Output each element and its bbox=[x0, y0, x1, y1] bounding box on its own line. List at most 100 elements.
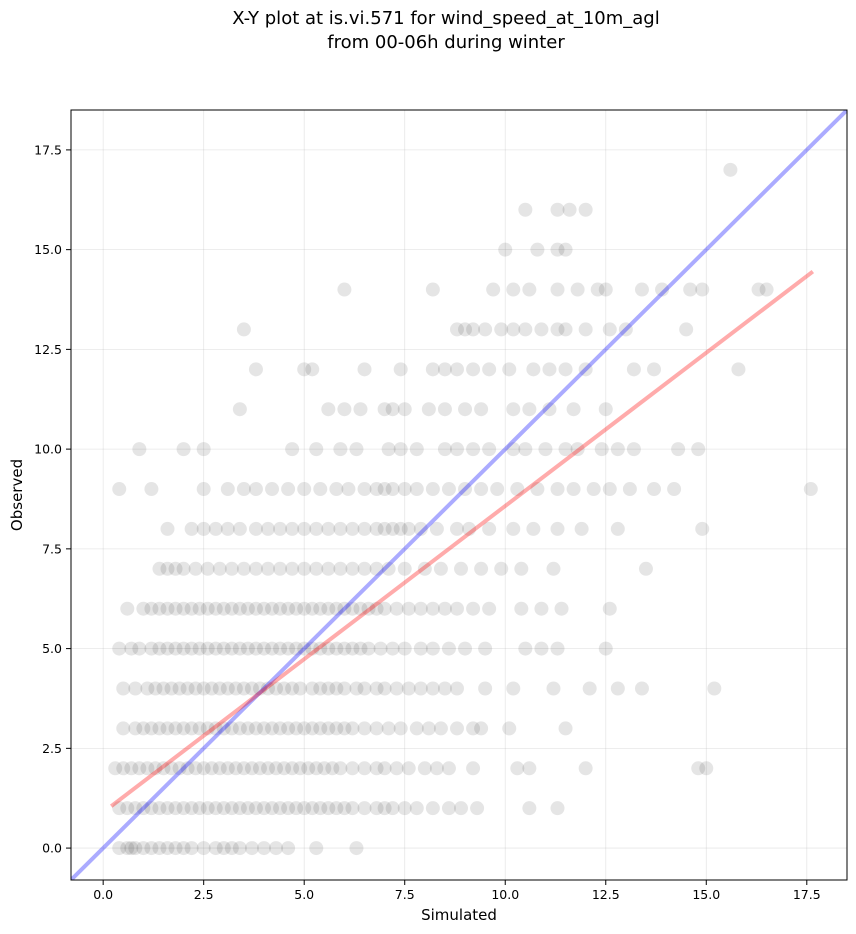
scatter-point bbox=[152, 841, 167, 856]
scatter-point bbox=[401, 681, 416, 696]
scatter-point bbox=[236, 561, 251, 576]
scatter-point bbox=[441, 641, 456, 656]
x-tick-label: 12.5 bbox=[592, 887, 620, 902]
scatter-point bbox=[208, 641, 223, 656]
scatter-point bbox=[144, 601, 159, 616]
scatter-point bbox=[120, 601, 135, 616]
scatter-point bbox=[256, 601, 271, 616]
scatter-point bbox=[148, 681, 163, 696]
scatter-point bbox=[361, 641, 376, 656]
scatter-point bbox=[514, 601, 529, 616]
scatter-point bbox=[449, 442, 464, 457]
scatter-point bbox=[224, 801, 239, 816]
scatter-point bbox=[466, 761, 481, 776]
scatter-point bbox=[168, 841, 183, 856]
scatter-point bbox=[184, 521, 199, 536]
scatter-point bbox=[256, 801, 271, 816]
scatter-point bbox=[244, 681, 259, 696]
scatter-point bbox=[393, 721, 408, 736]
scatter-point bbox=[261, 761, 276, 776]
scatter-point bbox=[534, 601, 549, 616]
scatter-point bbox=[144, 721, 159, 736]
scatter-point bbox=[506, 322, 521, 337]
scatter-point bbox=[425, 681, 440, 696]
scatter-point bbox=[337, 282, 352, 297]
scatter-point bbox=[498, 242, 513, 257]
scatter-point bbox=[667, 482, 682, 497]
scatter-point bbox=[313, 601, 328, 616]
scatter-point bbox=[265, 801, 280, 816]
scatter-point bbox=[297, 641, 312, 656]
scatter-point bbox=[602, 322, 617, 337]
scatter-point bbox=[502, 362, 517, 377]
scatter-point bbox=[683, 282, 698, 297]
scatter-point bbox=[546, 561, 561, 576]
scatter-point bbox=[518, 202, 533, 217]
scatter-point bbox=[152, 601, 167, 616]
scatter-point bbox=[655, 282, 670, 297]
scatter-point bbox=[136, 801, 151, 816]
scatter-point bbox=[397, 641, 412, 656]
scatter-point bbox=[305, 641, 320, 656]
reference-lines bbox=[71, 110, 847, 880]
scatter-point bbox=[425, 362, 440, 377]
scatter-point bbox=[578, 362, 593, 377]
scatter-point bbox=[248, 561, 263, 576]
scatter-point bbox=[518, 641, 533, 656]
scatter-point bbox=[478, 322, 493, 337]
data-points bbox=[108, 162, 818, 856]
scatter-point bbox=[216, 841, 231, 856]
scatter-point bbox=[160, 801, 175, 816]
scatter-point bbox=[281, 641, 296, 656]
scatter-point bbox=[482, 601, 497, 616]
scatter-point bbox=[526, 362, 541, 377]
scatter-point bbox=[168, 641, 183, 656]
scatter-point bbox=[562, 202, 577, 217]
scatter-point bbox=[345, 561, 360, 576]
scatter-point bbox=[695, 521, 710, 536]
scatter-point bbox=[200, 721, 215, 736]
scatter-point bbox=[200, 561, 215, 576]
x-axis-ticks: 0.0 2.5 5.0 7.5 10.0 12.5 15.0 17.5 bbox=[93, 880, 821, 902]
scatter-point bbox=[289, 801, 304, 816]
scatter-point bbox=[381, 721, 396, 736]
scatter-point bbox=[361, 601, 376, 616]
scatter-point bbox=[297, 521, 312, 536]
scatter-point bbox=[208, 601, 223, 616]
scatter-point bbox=[112, 841, 127, 856]
scatter-point bbox=[466, 362, 481, 377]
scatter-point bbox=[309, 442, 324, 457]
scatter-point bbox=[216, 601, 231, 616]
scatter-point bbox=[369, 601, 384, 616]
scatter-point bbox=[566, 402, 581, 417]
scatter-point bbox=[184, 801, 199, 816]
scatter-point bbox=[510, 482, 525, 497]
scatter-point bbox=[297, 721, 312, 736]
scatter-point bbox=[112, 482, 127, 497]
scatter-point bbox=[345, 641, 360, 656]
scatter-point bbox=[309, 521, 324, 536]
scatter-point bbox=[289, 641, 304, 656]
scatter-point bbox=[389, 601, 404, 616]
scatter-point bbox=[184, 601, 199, 616]
x-tick-label: 5.0 bbox=[294, 887, 314, 902]
scatter-point bbox=[474, 721, 489, 736]
scatter-point bbox=[112, 641, 127, 656]
scatter-point bbox=[305, 681, 320, 696]
scatter-point bbox=[240, 641, 255, 656]
scatter-point bbox=[321, 521, 336, 536]
scatter-point bbox=[570, 282, 585, 297]
scatter-point bbox=[441, 801, 456, 816]
scatter-point bbox=[393, 362, 408, 377]
scatter-point bbox=[377, 801, 392, 816]
scatter-point bbox=[486, 282, 501, 297]
scatter-point bbox=[353, 601, 368, 616]
scatter-point bbox=[297, 801, 312, 816]
scatter-point bbox=[224, 841, 239, 856]
scatter-point bbox=[321, 681, 336, 696]
scatter-point bbox=[337, 641, 352, 656]
x-axis-label: Simulated bbox=[421, 906, 497, 924]
scatter-point bbox=[393, 442, 408, 457]
scatter-point bbox=[212, 681, 227, 696]
